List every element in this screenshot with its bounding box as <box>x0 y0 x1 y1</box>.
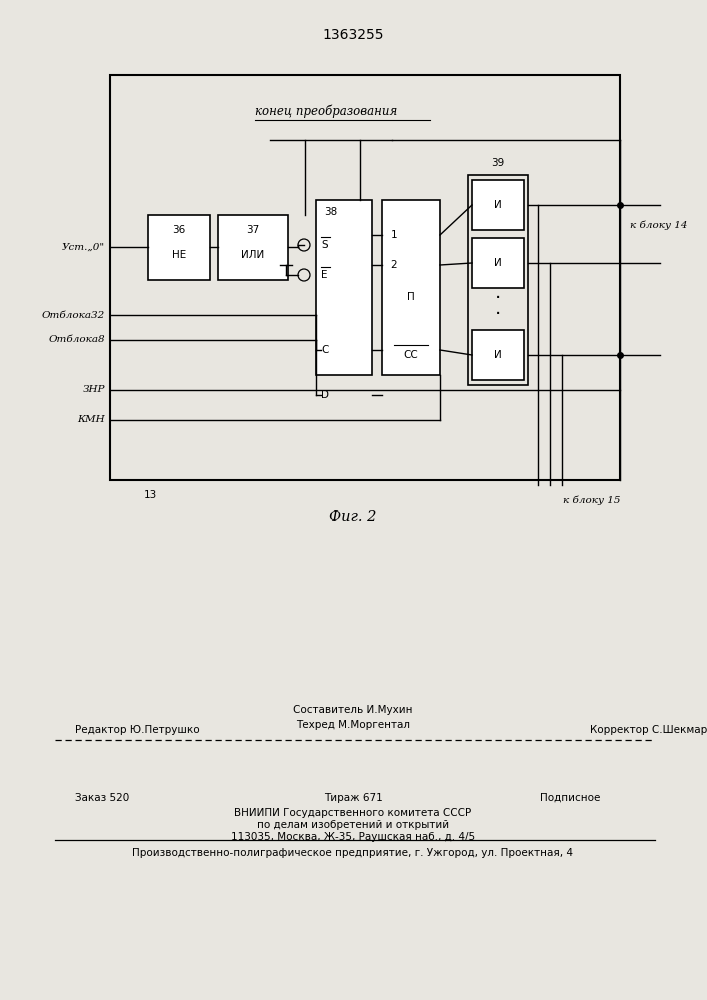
Text: Составитель И.Мухин: Составитель И.Мухин <box>293 705 413 715</box>
Bar <box>468 175 528 385</box>
Text: к блоку 15: к блоку 15 <box>563 495 621 505</box>
Text: 37: 37 <box>246 225 259 235</box>
Text: по делам изобретений и открытий: по делам изобретений и открытий <box>257 820 449 830</box>
Text: ИЛИ: ИЛИ <box>241 250 264 260</box>
Text: C: C <box>321 345 328 355</box>
Bar <box>148 215 210 280</box>
Text: ВНИИПИ Государственного комитета СССР: ВНИИПИ Государственного комитета СССР <box>235 808 472 818</box>
Bar <box>472 180 524 230</box>
Text: НЕ: НЕ <box>172 250 186 260</box>
Text: 36: 36 <box>173 225 186 235</box>
Text: Отблока8: Отблока8 <box>48 336 105 344</box>
Text: СС: СС <box>404 350 419 360</box>
Text: D: D <box>321 390 329 400</box>
Text: S: S <box>321 240 327 250</box>
Text: Корректор С.Шекмар: Корректор С.Шекмар <box>590 725 707 735</box>
Text: Фиг. 2: Фиг. 2 <box>329 510 377 524</box>
Bar <box>472 238 524 288</box>
Text: Подписное: Подписное <box>540 793 600 803</box>
Text: Уст.„0": Уст.„0" <box>62 242 105 251</box>
Bar <box>110 75 620 480</box>
Text: Редактор Ю.Петрушко: Редактор Ю.Петрушко <box>75 725 199 735</box>
Text: ·: · <box>495 289 501 308</box>
Text: 2: 2 <box>391 260 397 270</box>
Text: к блоку 14: к блоку 14 <box>630 220 687 230</box>
Text: КМН: КМН <box>77 416 105 424</box>
Text: Заказ 520: Заказ 520 <box>75 793 129 803</box>
Text: Производственно-полиграфическое предприятие, г. Ужгород, ул. Проектная, 4: Производственно-полиграфическое предприя… <box>132 848 573 858</box>
Text: 1363255: 1363255 <box>322 28 384 42</box>
Text: 113035, Москва, Ж-35, Раушская наб., д. 4/5: 113035, Москва, Ж-35, Раушская наб., д. … <box>231 832 475 842</box>
Text: ЗНР: ЗНР <box>83 385 105 394</box>
Text: конец преобразования: конец преобразования <box>255 105 397 118</box>
Text: П: П <box>407 292 415 302</box>
Bar <box>218 215 288 280</box>
Text: Тираж 671: Тираж 671 <box>324 793 382 803</box>
Text: И: И <box>494 200 502 210</box>
Text: 39: 39 <box>491 158 505 168</box>
Bar <box>382 200 440 375</box>
Bar <box>316 200 372 375</box>
Bar <box>472 330 524 380</box>
Text: Отблока32: Отблока32 <box>42 310 105 320</box>
Text: 13: 13 <box>144 490 157 500</box>
Text: И: И <box>494 350 502 360</box>
Text: ·: · <box>495 305 501 324</box>
Text: 38: 38 <box>324 207 337 217</box>
Text: Техред М.Моргентал: Техред М.Моргентал <box>296 720 410 730</box>
Text: E: E <box>321 270 327 280</box>
Text: 1: 1 <box>391 230 397 240</box>
Text: И: И <box>494 258 502 268</box>
